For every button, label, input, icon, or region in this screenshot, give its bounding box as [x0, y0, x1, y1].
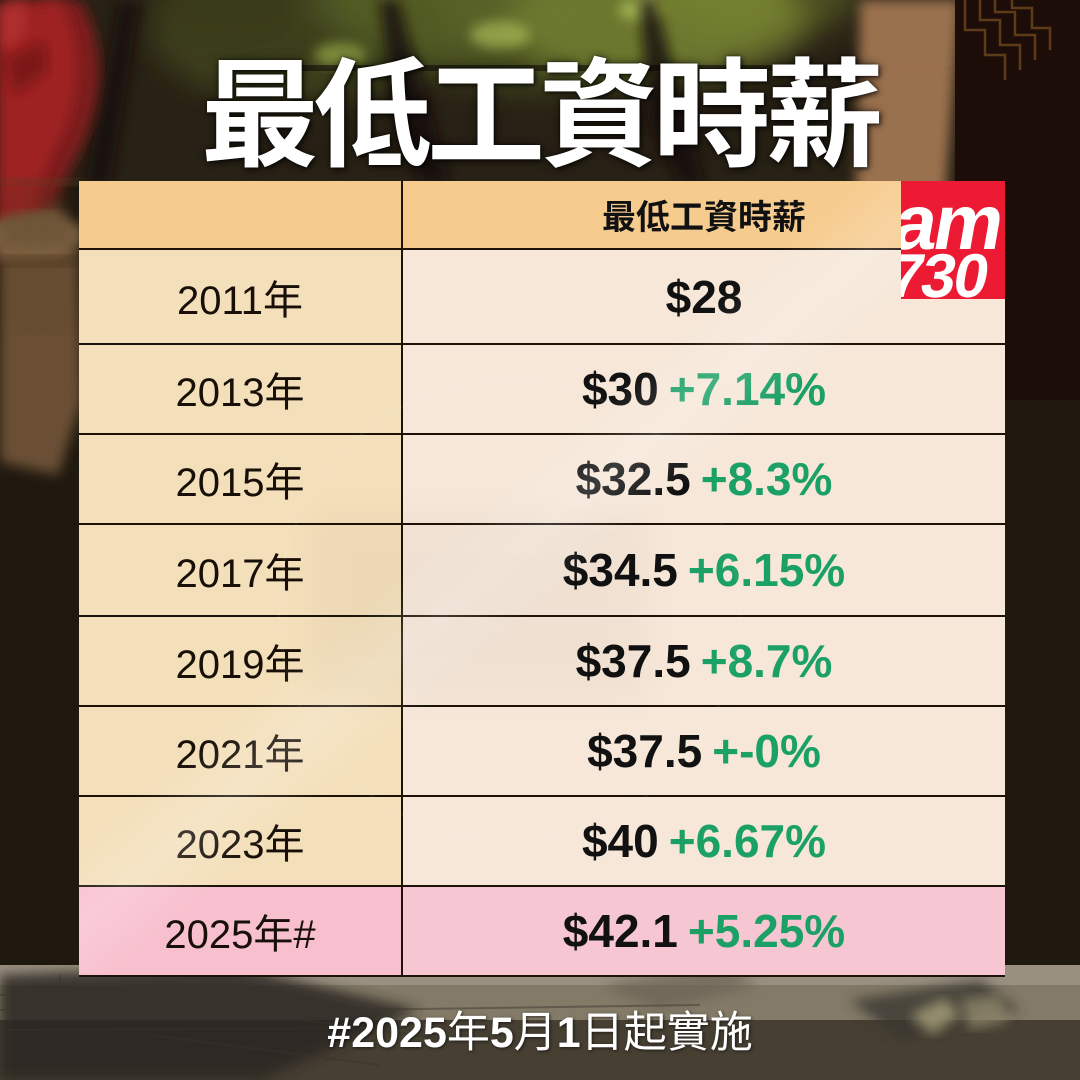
- svg-text:730: 730: [901, 241, 993, 299]
